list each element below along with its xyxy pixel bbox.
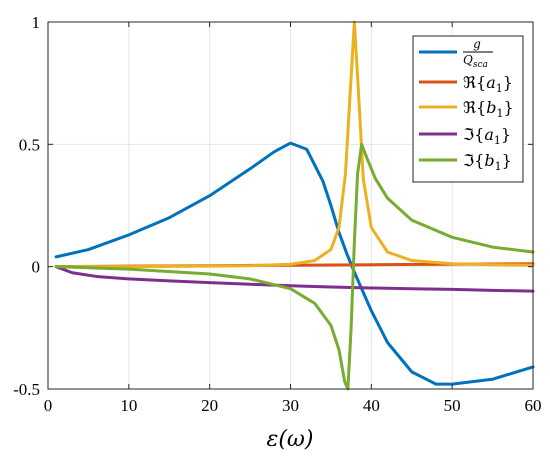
x-tick-label: 40 [363, 396, 380, 415]
ticks: 0 10 20 30 40 50 60-0.500.51 [13, 13, 541, 415]
x-tick-label: 20 [201, 396, 218, 415]
series-line-5 [54, 142, 535, 391]
legend-label: ℜ{a1} [463, 73, 513, 95]
y-tick-label: -0.5 [13, 380, 40, 399]
legend-label: ℑ{b1} [463, 151, 512, 173]
legend-label: g [473, 37, 481, 51]
x-tick-label: 30 [282, 396, 299, 415]
series-line-3 [54, 20, 535, 269]
legend-label: ℜ{b1} [463, 98, 514, 120]
x-axis-title: ε(ω) [267, 427, 314, 452]
legend-label: ℑ{a1} [463, 125, 511, 147]
y-tick-label: 0.5 [19, 135, 40, 154]
x-tick-label: 60 [525, 396, 542, 415]
series-line-1 [54, 141, 535, 386]
y-tick-label: 0 [32, 258, 41, 277]
legend-box [412, 35, 524, 183]
y-tick-label: 1 [32, 13, 41, 32]
x-tick-label: 0 [44, 396, 53, 415]
series-layer [54, 20, 535, 391]
x-tick-label: 50 [444, 396, 461, 415]
x-tick-label: 10 [120, 396, 137, 415]
